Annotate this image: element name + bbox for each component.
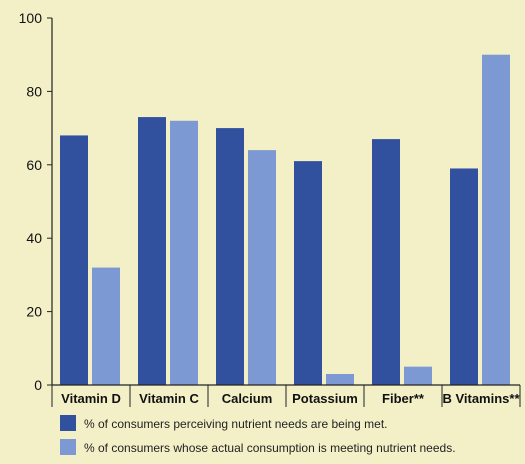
legend: % of consumers perceiving nutrient needs… — [60, 415, 456, 455]
bar-actual-4 — [404, 366, 432, 385]
y-tick-label: 0 — [34, 377, 42, 393]
legend-swatch-perceived — [60, 415, 76, 431]
x-tick-label: B Vitamins** — [442, 391, 520, 406]
y-tick-label: 80 — [26, 83, 42, 99]
x-axis-labels: Vitamin D Vitamin C Calcium Potassium Fiber*… — [61, 391, 520, 406]
y-tick-label: 100 — [19, 10, 43, 26]
bar-actual-5 — [482, 54, 510, 385]
bars — [60, 54, 510, 385]
x-tick-label: Calcium — [222, 391, 273, 406]
bar-perceived-5 — [450, 168, 478, 385]
y-tick-label: 40 — [26, 230, 42, 246]
bar-actual-0 — [92, 267, 120, 385]
legend-label-perceived: % of consumers perceiving nutrient needs… — [84, 417, 388, 431]
bar-perceived-0 — [60, 135, 88, 385]
x-tick-label: Potassium — [292, 391, 358, 406]
legend-label-actual: % of consumers whose actual consumption … — [84, 441, 456, 455]
x-tick-label: Vitamin C — [139, 391, 199, 406]
y-tick-label: 60 — [26, 157, 42, 173]
y-axis-ticks: 0 20 40 60 80 100 — [19, 10, 52, 393]
x-tick-label: Fiber** — [382, 391, 425, 406]
bar-perceived-1 — [138, 117, 166, 385]
category-separators — [51, 385, 521, 407]
bar-actual-3 — [326, 373, 354, 385]
y-tick-label: 20 — [26, 304, 42, 320]
legend-swatch-actual — [60, 439, 76, 455]
bar-perceived-3 — [294, 161, 322, 385]
bar-actual-1 — [170, 120, 198, 385]
bar-perceived-2 — [216, 128, 244, 385]
bar-perceived-4 — [372, 139, 400, 385]
bar-actual-2 — [248, 150, 276, 385]
x-tick-label: Vitamin D — [61, 391, 121, 406]
